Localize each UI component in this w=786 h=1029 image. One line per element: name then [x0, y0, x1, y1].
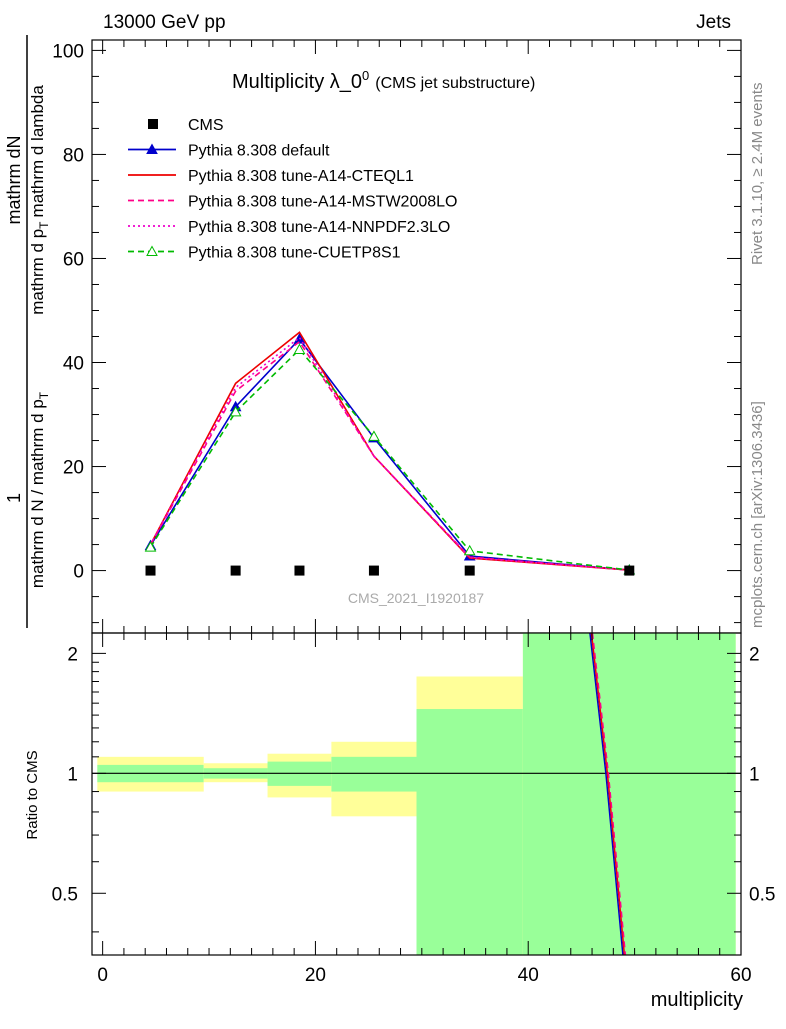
lower-ytick-label: 0.5: [52, 884, 78, 905]
upper-ylabel: 1 mathrm d N / mathrm d pT mathrm dN mat…: [4, 35, 51, 628]
ylabel-one: 1: [4, 493, 24, 503]
legend-marker: [146, 245, 158, 256]
upper-ytick-label: 0: [73, 562, 84, 583]
lower-ytick-label-right: 2: [749, 644, 760, 665]
cms-point: [230, 565, 241, 576]
legend-label: Pythia 8.308 tune-A14-MSTW2008LO: [188, 194, 457, 211]
series-marker-4: [293, 343, 306, 355]
xlabel: multiplicity: [651, 989, 743, 1011]
xtick-label: 60: [730, 965, 751, 986]
lower-frame: [91, 632, 742, 956]
legend-label: Pythia 8.308 tune-CUETP8S1: [188, 245, 401, 262]
ratio-stat-band: [522, 633, 736, 955]
upper-ytick-label: 20: [63, 458, 84, 479]
ratio-bands: [97, 633, 736, 955]
legend-label: Pythia 8.308 tune-A14-NNPDF2.3LO: [188, 219, 450, 236]
ratio-ylabel: Ratio to CMS: [24, 750, 41, 839]
xtick-label: 40: [518, 965, 539, 986]
chart-title-main: Multiplicity λ_0: [232, 71, 362, 93]
ylabel-numerator: mathrm dN: [4, 135, 24, 224]
ylabel-denominator-sub: T: [37, 391, 51, 399]
ylabel-main: mathrm d pTmathrm d lambda: [28, 85, 51, 315]
chart-title-sup: 0: [362, 68, 369, 83]
series-marker-4: [229, 405, 242, 417]
legend-marker-cms: [148, 119, 158, 129]
ylabel-denominator-text: mathrm d N / mathrm d p: [28, 399, 47, 588]
cms-point: [624, 565, 635, 576]
lower-ytick-label: 1: [67, 764, 78, 785]
rivet-label: Rivet 3.1.10, ≥ 2.4M events: [749, 83, 766, 266]
ylabel-denominator: mathrm d N / mathrm d pT: [28, 391, 51, 588]
ylabel-main-sub: T: [37, 221, 51, 229]
legend-label: Pythia 8.308 tune-A14-CTEQL1: [188, 168, 414, 185]
upper-ytick-label: 60: [63, 249, 84, 270]
xtick-label: 0: [97, 965, 108, 986]
upper-ytick-label: 100: [52, 41, 84, 62]
lower-ytick-label-right: 1: [749, 764, 760, 785]
ratio-line-mstw: [591, 632, 627, 956]
series-marker-4: [144, 541, 157, 552]
cms-data-points: [145, 565, 635, 576]
cms-point: [464, 565, 475, 576]
analysis-watermark: CMS_2021_I1920187: [348, 590, 484, 606]
cms-point: [368, 565, 379, 576]
xtick-label: 20: [305, 965, 326, 986]
ylabel-main-rest: mathrm d lambda: [28, 85, 47, 218]
energy-label: 13000 GeV pp: [103, 12, 226, 33]
ratio-lines: [92, 632, 741, 956]
category-label: Jets: [696, 12, 731, 33]
mcplots-label: mcplots.cern.ch [arXiv:1306.3436]: [749, 401, 766, 628]
series-line-4: [149, 348, 630, 571]
chart-title: Multiplicity λ_00 (CMS jet substructure): [232, 68, 535, 93]
cms-point: [145, 565, 156, 576]
series-line-1: [149, 331, 630, 571]
upper-ytick-label: 80: [63, 145, 84, 166]
lower-ytick-label: 2: [67, 644, 78, 665]
ylabel-main-text: mathrm d p: [28, 229, 47, 315]
series-marker-4: [368, 430, 380, 441]
lower-axes: 0.5 0.51 12 20 20 40 60: [52, 632, 775, 986]
legend-label: CMS: [188, 117, 224, 134]
series-line-2: [149, 340, 630, 571]
legend-marker: [146, 143, 158, 154]
legend: CMS Pythia 8.308 default Pythia 8.308 tune…: [128, 117, 457, 262]
series-line-0: [149, 337, 630, 571]
ratio-stat-band: [416, 709, 523, 955]
legend-label: Pythia 8.308 default: [188, 143, 330, 160]
chart-subtitle: (CMS jet substructure): [375, 75, 535, 92]
series-marker-4: [463, 544, 476, 556]
upper-ytick-label: 40: [63, 354, 84, 375]
cms-point: [294, 565, 305, 576]
ratio-line-default: [589, 632, 624, 956]
series-line-3: [149, 336, 630, 571]
lower-ytick-label-right: 0.5: [749, 884, 775, 905]
ratio-stat-band: [331, 756, 417, 792]
ratio-line-cteql1: [590, 632, 626, 956]
upper-series-group: [144, 331, 636, 575]
